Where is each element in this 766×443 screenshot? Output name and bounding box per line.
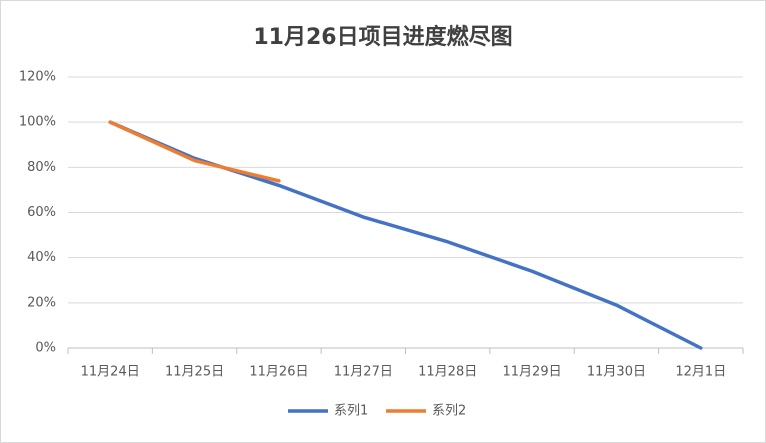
y-tick-label: 80% xyxy=(27,160,56,175)
legend-label: 系列2 xyxy=(432,404,466,419)
x-tick-label: 11月28日 xyxy=(418,365,477,380)
y-tick-label: 120% xyxy=(19,70,56,85)
x-tick-label: 11月25日 xyxy=(165,365,224,380)
y-tick-label: 60% xyxy=(27,205,56,220)
y-tick-label: 40% xyxy=(27,250,56,265)
x-tick-label: 11月27日 xyxy=(334,365,393,380)
y-tick-label: 20% xyxy=(27,295,56,310)
x-tick-label: 11月29日 xyxy=(503,365,562,380)
x-tick-label: 12月1日 xyxy=(675,365,726,380)
legend-label: 系列1 xyxy=(334,404,368,419)
series-line xyxy=(108,120,281,183)
x-tick-label: 11月30日 xyxy=(587,365,646,380)
chart-title: 11月26日项目进度燃尽图 xyxy=(253,24,512,50)
x-tick-label: 11月26日 xyxy=(249,365,308,380)
x-tick-label: 11月24日 xyxy=(81,365,140,380)
y-tick-label: 0% xyxy=(35,341,56,356)
y-tick-label: 100% xyxy=(19,115,56,130)
